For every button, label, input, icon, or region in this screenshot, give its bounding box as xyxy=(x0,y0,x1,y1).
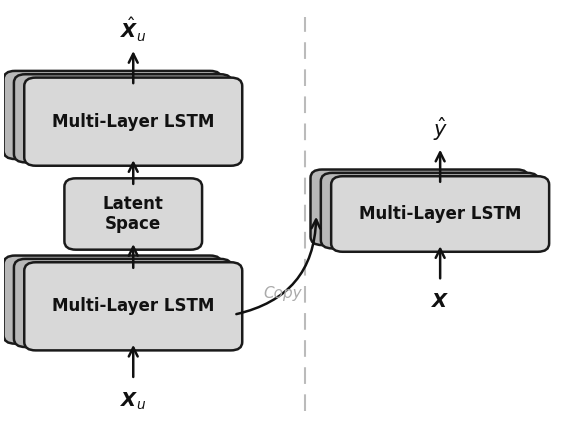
FancyBboxPatch shape xyxy=(321,173,539,248)
Text: $\boldsymbol{X}$: $\boldsymbol{X}$ xyxy=(431,291,449,311)
Text: $\hat{\boldsymbol{X}}_u$: $\hat{\boldsymbol{X}}_u$ xyxy=(120,16,146,44)
Text: Multi-Layer LSTM: Multi-Layer LSTM xyxy=(52,113,214,131)
FancyBboxPatch shape xyxy=(24,262,242,351)
Text: $\hat{y}$: $\hat{y}$ xyxy=(432,115,448,143)
FancyBboxPatch shape xyxy=(14,74,232,162)
FancyBboxPatch shape xyxy=(311,169,528,245)
Text: Multi-Layer LSTM: Multi-Layer LSTM xyxy=(359,205,521,223)
FancyBboxPatch shape xyxy=(331,176,549,252)
Text: Latent
Space: Latent Space xyxy=(103,195,164,233)
FancyBboxPatch shape xyxy=(3,71,222,159)
Text: $\boldsymbol{X}_u$: $\boldsymbol{X}_u$ xyxy=(120,390,146,412)
FancyBboxPatch shape xyxy=(24,77,242,166)
Text: Copy: Copy xyxy=(263,286,301,301)
FancyBboxPatch shape xyxy=(14,259,232,347)
FancyBboxPatch shape xyxy=(3,256,222,344)
FancyBboxPatch shape xyxy=(65,178,202,250)
Text: Multi-Layer LSTM: Multi-Layer LSTM xyxy=(52,297,214,315)
